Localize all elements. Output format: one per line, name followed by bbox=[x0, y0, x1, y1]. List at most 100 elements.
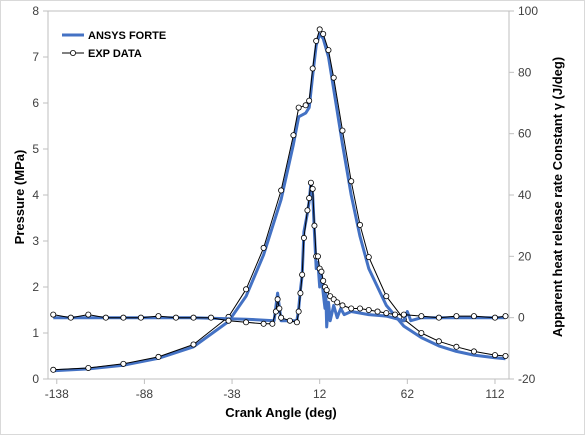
series-layer bbox=[50, 26, 509, 373]
data-point bbox=[392, 311, 399, 318]
data-point bbox=[470, 348, 477, 355]
data-point bbox=[470, 313, 477, 320]
data-point bbox=[304, 207, 311, 214]
x-axis-title: Crank Angle (deg) bbox=[225, 405, 336, 420]
data-point bbox=[383, 293, 390, 300]
data-point bbox=[348, 305, 355, 312]
data-point bbox=[190, 341, 197, 348]
legend-label: ANSYS FORTE bbox=[88, 30, 166, 42]
legend: ANSYS FORTE EXP DATA bbox=[62, 30, 166, 60]
data-point bbox=[293, 319, 300, 326]
legend-swatch-marker bbox=[70, 50, 77, 57]
data-point bbox=[318, 268, 325, 275]
data-point bbox=[309, 185, 316, 192]
data-point bbox=[300, 234, 307, 241]
data-point bbox=[435, 314, 442, 321]
data-point bbox=[260, 244, 267, 251]
data-point bbox=[339, 127, 346, 134]
data-point bbox=[299, 271, 306, 278]
data-point bbox=[295, 104, 302, 111]
data-point bbox=[334, 299, 341, 306]
data-point bbox=[502, 352, 509, 359]
data-point bbox=[225, 317, 232, 324]
y-right-tick-label: 100 bbox=[518, 4, 538, 18]
data-point bbox=[50, 311, 57, 318]
y-left-tick-label: 8 bbox=[32, 4, 39, 18]
x-tick-label: -138 bbox=[45, 387, 69, 401]
data-point bbox=[357, 221, 364, 228]
data-point bbox=[309, 65, 316, 72]
data-point bbox=[383, 310, 390, 317]
data-point bbox=[491, 352, 498, 359]
data-point bbox=[260, 320, 267, 327]
data-point bbox=[313, 37, 320, 44]
data-point bbox=[323, 287, 330, 294]
data-point bbox=[172, 314, 179, 321]
x-tick-label: 12 bbox=[313, 387, 327, 401]
data-point bbox=[491, 314, 498, 321]
data-point bbox=[286, 317, 293, 324]
data-point bbox=[276, 305, 283, 312]
data-point bbox=[311, 222, 318, 229]
data-point bbox=[320, 30, 327, 37]
data-point bbox=[102, 314, 109, 321]
data-point bbox=[314, 253, 321, 260]
data-point bbox=[243, 319, 250, 326]
y-left-tick-label: 3 bbox=[32, 234, 39, 248]
data-point bbox=[400, 311, 407, 318]
data-point bbox=[320, 277, 327, 284]
y-left-tick-label: 2 bbox=[32, 280, 39, 294]
data-point bbox=[418, 329, 425, 336]
data-point bbox=[302, 102, 309, 109]
data-point bbox=[155, 353, 162, 360]
data-point bbox=[306, 195, 313, 202]
data-point bbox=[453, 343, 460, 350]
data-point bbox=[418, 313, 425, 320]
data-point bbox=[269, 320, 276, 327]
data-point bbox=[120, 314, 127, 321]
y-axis-right-title: Apparent heat release rate Constant γ (J… bbox=[550, 57, 565, 337]
data-point bbox=[190, 314, 197, 321]
data-point bbox=[453, 313, 460, 320]
x-tick-label: 62 bbox=[401, 387, 415, 401]
y-right-tick-label: 0 bbox=[518, 311, 525, 325]
y-right-tick-label: 20 bbox=[518, 249, 532, 263]
data-point bbox=[330, 74, 337, 81]
data-point bbox=[348, 178, 355, 185]
x-tick-label: -38 bbox=[223, 387, 241, 401]
y-right-tick-label: -20 bbox=[518, 372, 536, 386]
data-point bbox=[243, 286, 250, 293]
axes-group: -138 -88 -38 12 62 112012345678-2002040608010… bbox=[32, 4, 538, 401]
data-point bbox=[307, 179, 314, 186]
data-point bbox=[339, 302, 346, 309]
data-point bbox=[502, 313, 509, 320]
y-left-tick-label: 6 bbox=[32, 96, 39, 110]
data-point bbox=[120, 360, 127, 367]
y-left-tick-label: 1 bbox=[32, 326, 39, 340]
data-point bbox=[297, 290, 304, 297]
data-point bbox=[365, 254, 372, 261]
data-point bbox=[316, 26, 323, 33]
data-point bbox=[295, 308, 302, 315]
y-right-tick-label: 60 bbox=[518, 127, 532, 141]
y-right-tick-label: 40 bbox=[518, 188, 532, 202]
data-point bbox=[208, 314, 215, 321]
y-right-tick-label: 80 bbox=[518, 65, 532, 79]
data-point bbox=[357, 305, 364, 312]
data-point bbox=[374, 308, 381, 315]
x-tick-label: 112 bbox=[485, 387, 504, 401]
y-left-tick-label: 7 bbox=[32, 50, 39, 64]
data-point bbox=[290, 132, 297, 139]
data-point bbox=[85, 311, 92, 318]
data-point bbox=[85, 364, 92, 371]
plot-area-border bbox=[47, 10, 510, 380]
y-axis-left-title: Pressure (MPa) bbox=[12, 150, 27, 245]
data-point bbox=[435, 338, 442, 345]
data-point bbox=[278, 314, 285, 321]
data-point bbox=[365, 306, 372, 313]
data-point bbox=[274, 296, 281, 303]
data-point bbox=[278, 187, 285, 194]
data-point bbox=[67, 314, 74, 321]
